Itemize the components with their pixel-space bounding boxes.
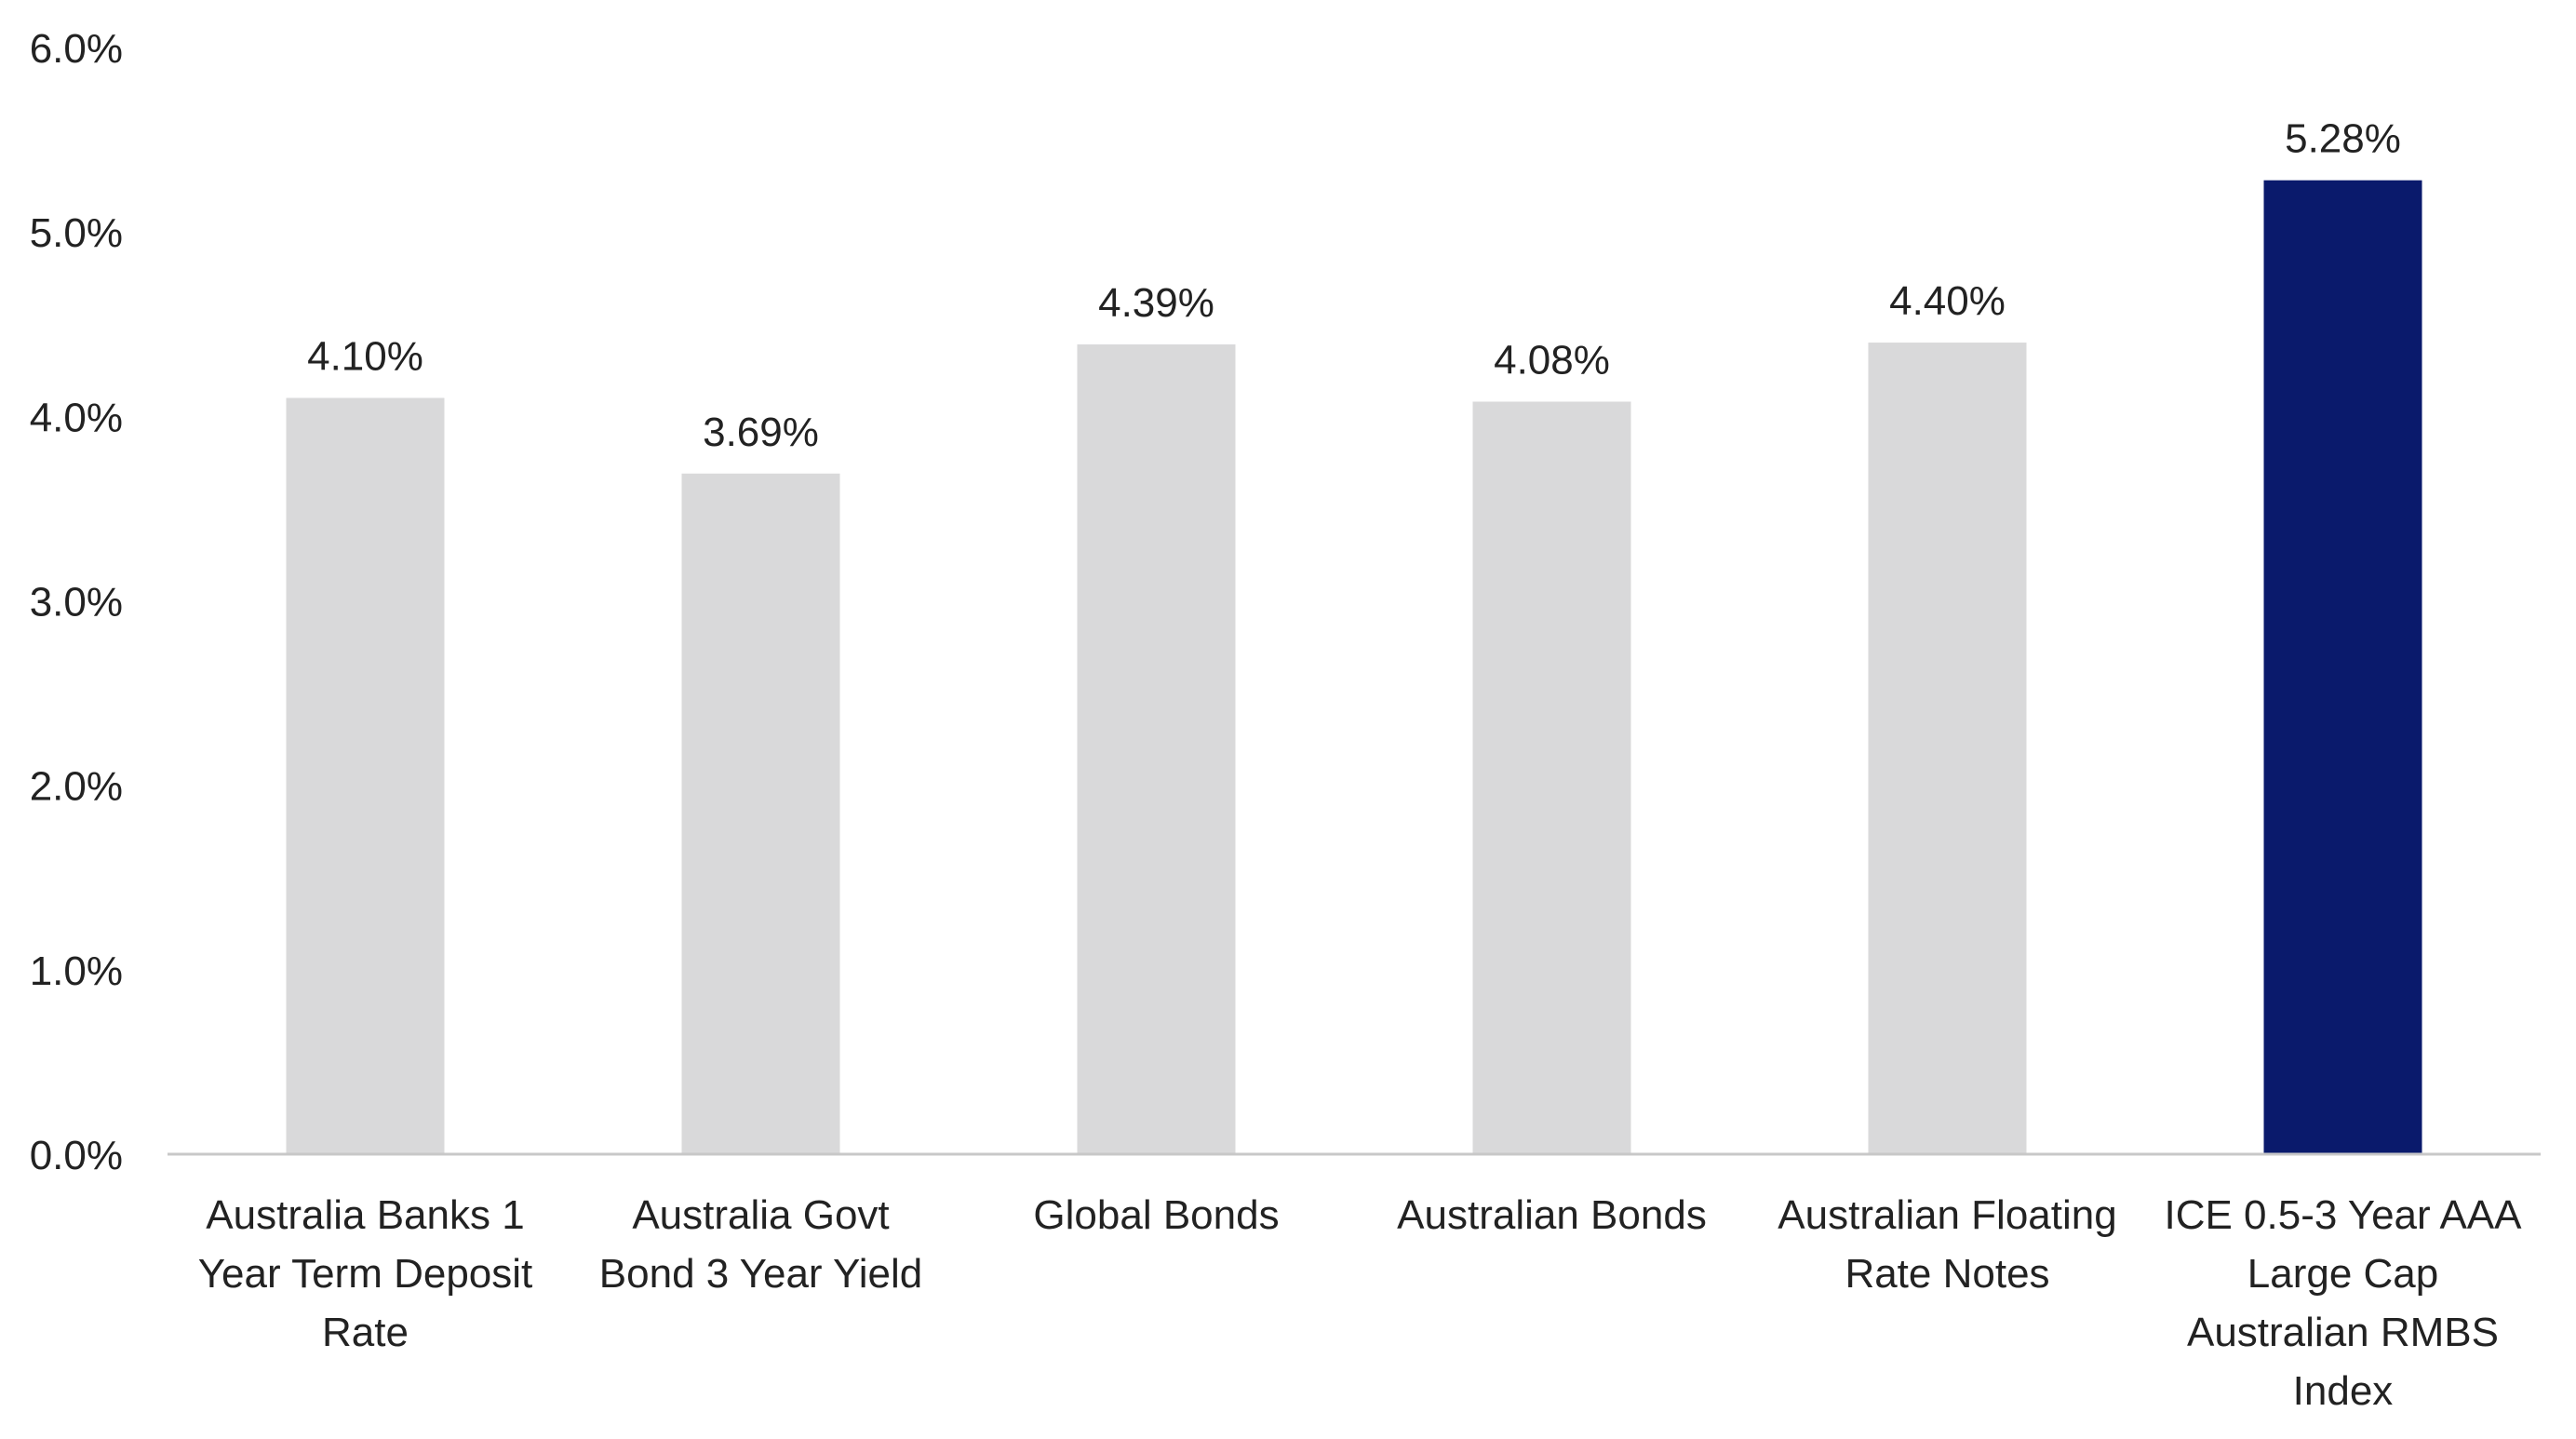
y-tick-label: 3.0% [30,580,123,625]
x-tick-label-line: ICE 0.5-3 Year AAA [2164,1192,2522,1238]
x-tick-label-line: Year Term Deposit [198,1251,533,1297]
y-tick-label: 0.0% [30,1133,123,1178]
x-tick-label-line: Rate [322,1310,409,1355]
x-tick-label-line: Australian Bonds [1397,1192,1707,1238]
y-tick-label: 6.0% [30,26,123,72]
data-label: 5.28% [2285,116,2401,162]
x-tick-label: Global Bonds [1033,1192,1279,1238]
x-tick-label-line: Australia Govt [632,1192,889,1238]
data-label: 4.40% [1889,278,2006,324]
data-label: 4.10% [307,334,423,380]
bar [1868,343,2027,1155]
y-tick-label: 1.0% [30,948,123,994]
x-tick-label-line: Bond 3 Year Yield [599,1251,922,1297]
x-tick-label-line: Index [2293,1368,2394,1414]
y-tick-label: 4.0% [30,395,123,440]
x-tick-label-line: Australian Floating [1778,1192,2116,1238]
y-tick-label: 2.0% [30,764,123,810]
x-tick-label-line: Large Cap [2247,1251,2438,1297]
bar [2263,180,2422,1155]
bar [1077,344,1236,1154]
x-tick-label: Australian Floating Rate Notes [1778,1192,2116,1297]
data-label: 4.39% [1098,280,1214,326]
x-tick-label: ICE 0.5-3 Year AAA Large Cap Australian RM… [2164,1192,2522,1414]
data-label: 3.69% [703,410,819,455]
x-tick-label-line: Australia Banks 1 [206,1192,524,1238]
x-tick-label-line: Australian RMBS [2187,1310,2499,1355]
x-tick-label: Australia Govt Bond 3 Year Yield [599,1192,922,1297]
x-tick-label: Australian Bonds [1397,1192,1707,1238]
bars-group [286,180,2422,1155]
y-axis: 0.0% 1.0% 2.0% 3.0% 4.0% 5.0% 6.0% [30,26,123,1178]
bar [681,473,840,1154]
x-axis-labels: Australia Banks 1 Year Term Deposit RateAu… [198,1192,2522,1414]
x-tick-label-line: Rate Notes [1845,1251,2049,1297]
bar [286,397,445,1154]
data-label: 4.08% [1494,337,1610,383]
bar [1472,401,1631,1155]
x-tick-label: Australia Banks 1 Year Term Deposit Rate [198,1192,533,1355]
x-tick-label-line: Global Bonds [1033,1192,1279,1238]
y-tick-label: 5.0% [30,210,123,256]
data-labels-group: 4.10% 3.69% 4.39% 4.08% 4.40% 5.28% [307,116,2401,455]
